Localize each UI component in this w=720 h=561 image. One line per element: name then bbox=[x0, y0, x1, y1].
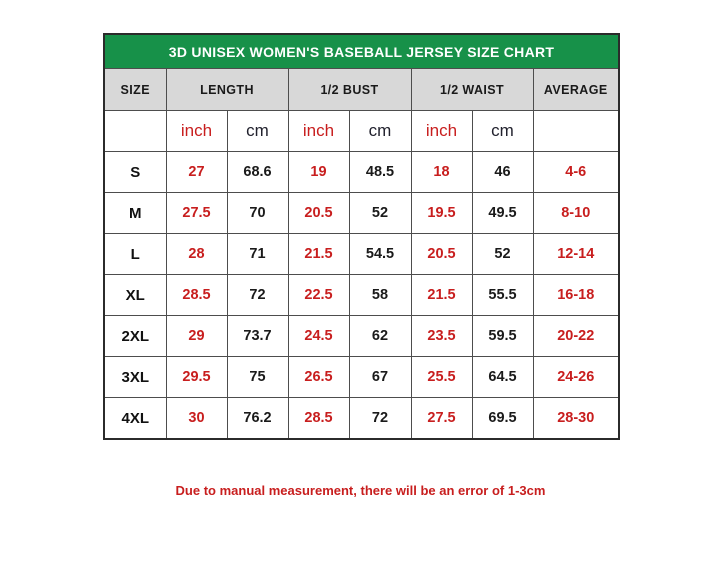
size-value-cell: 52 bbox=[348, 192, 412, 234]
chart-title: 3D UNISEX WOMEN'S BASEBALL JERSEY SIZE C… bbox=[103, 33, 620, 69]
unit-blank-average bbox=[532, 110, 620, 152]
size-value-cell: 19.5 bbox=[410, 192, 473, 234]
size-label: L bbox=[103, 233, 167, 275]
unit-header-length-cm: cm bbox=[226, 110, 289, 152]
size-value-cell: 64.5 bbox=[471, 356, 534, 398]
size-label: S bbox=[103, 151, 167, 193]
size-value-cell: 73.7 bbox=[226, 315, 289, 357]
size-value-cell: 28.5 bbox=[165, 274, 228, 316]
size-value-cell: 62 bbox=[348, 315, 412, 357]
unit-header-bust-inch: inch bbox=[287, 110, 350, 152]
unit-header-length-inch: inch bbox=[165, 110, 228, 152]
size-chart-table: 3D UNISEX WOMEN'S BASEBALL JERSEY SIZE C… bbox=[103, 33, 621, 440]
size-value-cell: 28-30 bbox=[532, 397, 620, 440]
unit-blank-size bbox=[103, 110, 167, 152]
size-label: 2XL bbox=[103, 315, 167, 357]
size-value-cell: 27 bbox=[165, 151, 228, 193]
size-value-cell: 28.5 bbox=[287, 397, 350, 440]
size-value-cell: 20.5 bbox=[410, 233, 473, 275]
size-value-cell: 12-14 bbox=[532, 233, 620, 275]
size-value-cell: 25.5 bbox=[410, 356, 473, 398]
size-value-cell: 19 bbox=[287, 151, 350, 193]
size-value-cell: 46 bbox=[471, 151, 534, 193]
size-value-cell: 29.5 bbox=[165, 356, 228, 398]
size-value-cell: 59.5 bbox=[471, 315, 534, 357]
size-value-cell: 27.5 bbox=[165, 192, 228, 234]
size-value-cell: 68.6 bbox=[226, 151, 289, 193]
size-value-cell: 75 bbox=[226, 356, 289, 398]
table-row: 3XL 29.5 75 26.5 67 25.5 64.5 24-26 bbox=[103, 356, 620, 398]
size-value-cell: 54.5 bbox=[348, 233, 412, 275]
size-value-cell: 30 bbox=[165, 397, 228, 440]
size-value-cell: 72 bbox=[348, 397, 412, 440]
size-value-cell: 69.5 bbox=[471, 397, 534, 440]
size-value-cell: 52 bbox=[471, 233, 534, 275]
unit-header-bust-cm: cm bbox=[348, 110, 412, 152]
size-value-cell: 21.5 bbox=[287, 233, 350, 275]
size-value-cell: 26.5 bbox=[287, 356, 350, 398]
measurement-disclaimer: Due to manual measurement, there will be… bbox=[175, 483, 546, 498]
size-value-cell: 71 bbox=[226, 233, 289, 275]
size-value-cell: 18 bbox=[410, 151, 473, 193]
table-row: 4XL 30 76.2 28.5 72 27.5 69.5 28-30 bbox=[103, 397, 620, 440]
size-label: XL bbox=[103, 274, 167, 316]
size-value-cell: 67 bbox=[348, 356, 412, 398]
col-header-length: LENGTH bbox=[165, 68, 289, 111]
size-value-cell: 70 bbox=[226, 192, 289, 234]
col-header-size: SIZE bbox=[103, 68, 167, 111]
table-row: S 27 68.6 19 48.5 18 46 4-6 bbox=[103, 151, 620, 193]
size-value-cell: 20.5 bbox=[287, 192, 350, 234]
table-row: L 28 71 21.5 54.5 20.5 52 12-14 bbox=[103, 233, 620, 275]
size-value-cell: 55.5 bbox=[471, 274, 534, 316]
column-header-row: SIZE LENGTH 1/2 BUST 1/2 WAIST AVERAGE bbox=[103, 68, 620, 111]
size-value-cell: 22.5 bbox=[287, 274, 350, 316]
unit-header-waist-cm: cm bbox=[471, 110, 534, 152]
title-row: 3D UNISEX WOMEN'S BASEBALL JERSEY SIZE C… bbox=[103, 33, 620, 69]
size-label: 4XL bbox=[103, 397, 167, 440]
table-row: 2XL 29 73.7 24.5 62 23.5 59.5 20-22 bbox=[103, 315, 620, 357]
unit-header-waist-inch: inch bbox=[410, 110, 473, 152]
size-value-cell: 23.5 bbox=[410, 315, 473, 357]
size-value-cell: 24-26 bbox=[532, 356, 620, 398]
size-value-cell: 49.5 bbox=[471, 192, 534, 234]
table-row: XL 28.5 72 22.5 58 21.5 55.5 16-18 bbox=[103, 274, 620, 316]
size-value-cell: 21.5 bbox=[410, 274, 473, 316]
size-label: M bbox=[103, 192, 167, 234]
size-label: 3XL bbox=[103, 356, 167, 398]
col-header-bust: 1/2 BUST bbox=[287, 68, 412, 111]
size-rows: S 27 68.6 19 48.5 18 46 4-6 M 27.5 70 20.5 52 19.5 49.… bbox=[103, 151, 620, 440]
size-value-cell: 28 bbox=[165, 233, 228, 275]
size-value-cell: 27.5 bbox=[410, 397, 473, 440]
size-value-cell: 8-10 bbox=[532, 192, 620, 234]
size-value-cell: 72 bbox=[226, 274, 289, 316]
size-value-cell: 16-18 bbox=[532, 274, 620, 316]
size-value-cell: 24.5 bbox=[287, 315, 350, 357]
table-row: M 27.5 70 20.5 52 19.5 49.5 8-10 bbox=[103, 192, 620, 234]
size-value-cell: 29 bbox=[165, 315, 228, 357]
size-value-cell: 20-22 bbox=[532, 315, 620, 357]
size-value-cell: 58 bbox=[348, 274, 412, 316]
unit-header-row: inch cm inch cm inch cm bbox=[103, 110, 620, 152]
size-value-cell: 76.2 bbox=[226, 397, 289, 440]
col-header-waist: 1/2 WAIST bbox=[410, 68, 534, 111]
size-value-cell: 48.5 bbox=[348, 151, 412, 193]
size-value-cell: 4-6 bbox=[532, 151, 620, 193]
col-header-average: AVERAGE bbox=[532, 68, 620, 111]
